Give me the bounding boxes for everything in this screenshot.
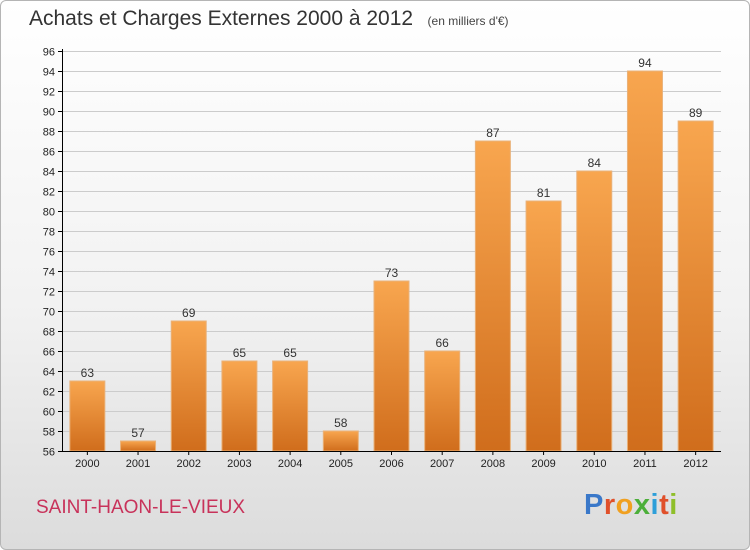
bar-2009 [525, 200, 562, 452]
x-tick-label-2012: 2012 [683, 458, 707, 470]
bar-2011 [626, 70, 663, 452]
y-tick-label: 66 [43, 347, 55, 359]
logo-letter: i [650, 489, 660, 521]
y-tick-label: 56 [43, 447, 55, 459]
bar-2010 [576, 170, 613, 452]
x-tick-label-2000: 2000 [75, 458, 99, 470]
data-label-2011: 94 [638, 56, 652, 70]
commune-name: SAINT-HAON-LE-VIEUX [36, 497, 246, 518]
logo-letter: o [615, 489, 634, 521]
x-tick-label-2010: 2010 [582, 458, 606, 470]
logo-letter: P [584, 489, 604, 521]
y-tick-label: 80 [43, 207, 55, 219]
data-label-2010: 84 [588, 156, 602, 170]
y-tick-label: 60 [43, 407, 55, 419]
bar-2005 [322, 430, 359, 452]
y-tick-label: 72 [43, 287, 55, 299]
y-tick-label: 96 [43, 47, 55, 59]
x-tick-label-2011: 2011 [633, 458, 657, 470]
bar-2004 [272, 360, 309, 452]
data-label-2002: 69 [182, 306, 196, 320]
data-label-2000: 63 [81, 366, 95, 380]
logo-letter: x [633, 489, 651, 521]
y-tick-label: 64 [43, 367, 55, 379]
logo-letter: r [603, 489, 616, 521]
y-tick-label: 88 [43, 127, 55, 139]
x-tick-label-2001: 2001 [126, 458, 150, 470]
data-label-2005: 58 [334, 416, 348, 430]
y-tick-label: 90 [43, 107, 55, 119]
y-tick-label: 92 [43, 87, 55, 99]
data-label-2004: 65 [283, 346, 297, 360]
bar-2002 [170, 320, 207, 452]
bar-2008 [474, 140, 511, 452]
y-tick-label: 86 [43, 147, 55, 159]
data-label-2008: 87 [486, 126, 500, 140]
data-label-2001: 57 [131, 426, 145, 440]
chart-unit: (en milliers d'€) [427, 14, 509, 28]
axes: 56 58 60 62 64 66 68 70 72 74 76 78 80 82 84 86 88 90 92 94… [43, 47, 721, 470]
y-tick-label: 62 [43, 387, 55, 399]
logo-letter: i [669, 489, 678, 521]
bar-2007 [424, 350, 461, 452]
x-tick-label-2009: 2009 [531, 458, 555, 470]
data-labels: 63 57 69 65 65 58 73 66 87 81 84 94 89 [81, 56, 703, 440]
x-tick-label-2006: 2006 [379, 458, 403, 470]
bar-2001 [120, 440, 157, 452]
proxiti-logo: Proxiti [584, 489, 678, 522]
y-tick-label: 68 [43, 327, 55, 339]
y-tick-label: 70 [43, 307, 55, 319]
y-tick-label: 94 [43, 67, 55, 79]
data-label-2012: 89 [689, 106, 703, 120]
y-tick-label: 84 [43, 167, 55, 179]
logo-letter: t [659, 489, 670, 521]
data-label-2007: 66 [436, 336, 450, 350]
x-tick-label-2003: 2003 [227, 458, 251, 470]
bar-2012 [677, 120, 714, 452]
x-tick-label-2005: 2005 [329, 458, 353, 470]
y-tick-label: 82 [43, 187, 55, 199]
bar-2006 [373, 280, 410, 452]
data-label-2003: 65 [233, 346, 247, 360]
data-label-2006: 73 [385, 266, 399, 280]
bar-2003 [221, 360, 258, 452]
x-tick-label-2004: 2004 [278, 458, 302, 470]
y-tick-label: 76 [43, 247, 55, 259]
x-tick-label-2002: 2002 [176, 458, 200, 470]
title-row: Achats et Charges Externes 2000 à 2012 (… [29, 7, 509, 31]
x-tick-label-2007: 2007 [430, 458, 454, 470]
y-tick-label: 78 [43, 227, 55, 239]
data-label-2009: 81 [537, 186, 551, 200]
x-tick-label-2008: 2008 [481, 458, 505, 470]
bars [69, 70, 714, 452]
y-tick-label: 74 [43, 267, 55, 279]
chart-title: Achats et Charges Externes 2000 à 2012 [29, 7, 414, 30]
bar-2000 [69, 380, 106, 452]
y-tick-label: 58 [43, 427, 55, 439]
